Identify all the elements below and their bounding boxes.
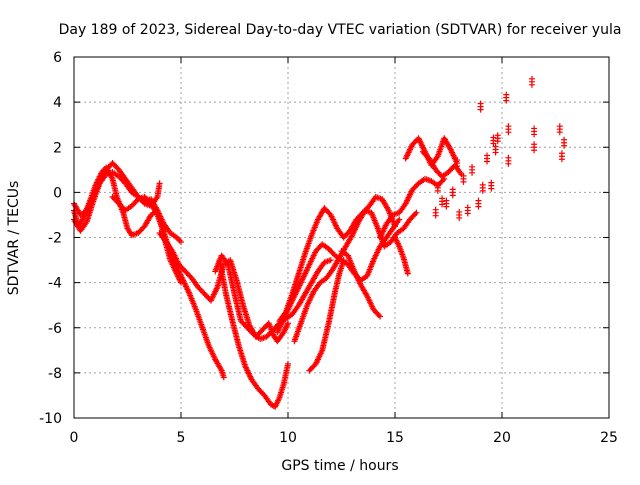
data-point bbox=[156, 180, 163, 187]
grid bbox=[74, 57, 609, 418]
data-point bbox=[340, 257, 347, 264]
y-tick-label: 6 bbox=[53, 50, 62, 66]
x-tick-label: 20 bbox=[493, 430, 511, 446]
data-point bbox=[377, 313, 384, 320]
data-point bbox=[434, 187, 441, 194]
data-point bbox=[490, 140, 497, 147]
data-point bbox=[531, 141, 538, 148]
data-point bbox=[460, 178, 467, 185]
data-point bbox=[454, 157, 461, 164]
data-point bbox=[449, 192, 456, 199]
data-point bbox=[220, 374, 227, 381]
data-point bbox=[503, 91, 510, 98]
data-point bbox=[561, 136, 568, 143]
data-point bbox=[449, 186, 456, 193]
data-point bbox=[505, 154, 512, 161]
data-point bbox=[561, 142, 568, 149]
data-point bbox=[434, 181, 441, 188]
data-point bbox=[464, 210, 471, 217]
data-point bbox=[488, 179, 495, 186]
data-point bbox=[531, 131, 538, 138]
data-point bbox=[531, 125, 538, 132]
data-point bbox=[558, 156, 565, 163]
data-point bbox=[285, 320, 291, 327]
data-points bbox=[71, 75, 568, 410]
x-tick-label: 5 bbox=[177, 430, 186, 446]
data-point bbox=[558, 150, 565, 157]
y-tick-label: -2 bbox=[48, 231, 62, 247]
data-point bbox=[464, 204, 471, 211]
data-point bbox=[505, 129, 512, 136]
data-point bbox=[475, 197, 482, 204]
data-point bbox=[505, 160, 512, 167]
data-point bbox=[469, 169, 476, 176]
y-tick-label: 0 bbox=[53, 185, 62, 201]
y-axis-label: SDTVAR / TECUs bbox=[6, 181, 22, 296]
data-point bbox=[327, 257, 334, 264]
x-tick-label: 25 bbox=[600, 430, 618, 446]
y-tick-label: -8 bbox=[48, 366, 62, 382]
data-point bbox=[454, 163, 461, 170]
data-point bbox=[456, 214, 463, 221]
data-point bbox=[484, 158, 491, 165]
chart-title: Day 189 of 2023, Sidereal Day-to-day VTE… bbox=[59, 22, 622, 38]
data-point bbox=[392, 223, 398, 230]
data-point bbox=[531, 147, 538, 154]
data-point bbox=[404, 270, 411, 277]
x-tick-label: 0 bbox=[70, 430, 79, 446]
data-point bbox=[492, 149, 499, 156]
y-tick-label: 2 bbox=[53, 140, 62, 156]
x-axis-label: GPS time / hours bbox=[281, 458, 398, 474]
data-point bbox=[494, 132, 501, 139]
data-point bbox=[469, 163, 476, 170]
data-point bbox=[488, 185, 495, 192]
y-tick-label: -4 bbox=[48, 276, 62, 292]
data-point bbox=[490, 134, 497, 141]
y-tick-label: -10 bbox=[39, 411, 62, 427]
data-point bbox=[484, 152, 491, 159]
data-point bbox=[479, 187, 486, 194]
x-tick-label: 10 bbox=[279, 430, 297, 446]
data-point bbox=[432, 206, 439, 213]
y-tick-label: -6 bbox=[48, 321, 62, 337]
data-point bbox=[443, 197, 450, 204]
data-point bbox=[178, 239, 184, 246]
data-point bbox=[479, 181, 486, 188]
data-point bbox=[494, 138, 501, 145]
data-point bbox=[477, 106, 484, 113]
data-point bbox=[413, 209, 420, 216]
x-tick-label: 15 bbox=[386, 430, 404, 446]
data-point bbox=[443, 203, 450, 210]
data-point bbox=[528, 81, 535, 88]
data-point bbox=[505, 123, 512, 130]
y-tick-label: 4 bbox=[53, 95, 62, 111]
data-point bbox=[456, 208, 463, 215]
axis-ticks: 0 5 10 15 20 25 -10 -8 -6 -4 -2 0 2 4 6 bbox=[39, 50, 618, 446]
data-point bbox=[528, 75, 535, 82]
data-point bbox=[396, 216, 403, 223]
data-point bbox=[412, 211, 419, 218]
data-point bbox=[556, 123, 563, 130]
data-point bbox=[477, 100, 484, 107]
data-point bbox=[439, 177, 446, 184]
data-point bbox=[285, 360, 291, 367]
data-point bbox=[460, 172, 467, 179]
data-point bbox=[503, 97, 510, 104]
data-point bbox=[439, 201, 446, 208]
data-point bbox=[492, 143, 499, 150]
data-point bbox=[475, 203, 482, 210]
data-point bbox=[439, 195, 446, 202]
data-point bbox=[375, 312, 382, 319]
data-point bbox=[556, 129, 563, 136]
data-point bbox=[432, 212, 439, 219]
